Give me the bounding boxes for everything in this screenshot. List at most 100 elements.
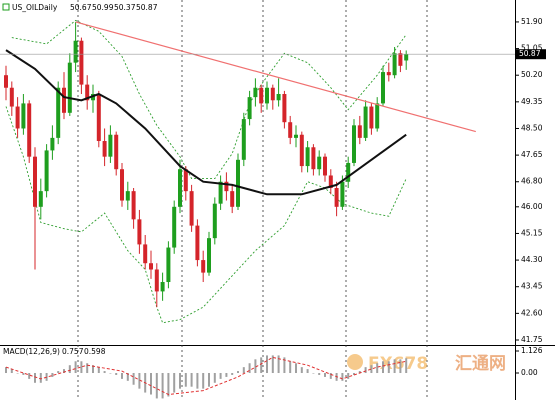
candle-body: [311, 147, 316, 170]
candle-body: [288, 122, 293, 138]
candle-body: [79, 40, 84, 85]
macd-bar: [5, 367, 7, 374]
trendline: [75, 21, 476, 133]
candle-body: [381, 72, 385, 104]
y-tick-label: 49.35: [521, 97, 543, 106]
candle-body: [224, 181, 229, 192]
candle-body: [207, 238, 211, 273]
macd-bar: [109, 373, 112, 374]
candle-body: [56, 87, 61, 138]
macd-bar: [376, 363, 379, 374]
header: US_OILDaily: [2, 3, 58, 12]
candle-body: [149, 263, 153, 270]
candle-body: [212, 203, 217, 239]
header-value: 50.67: [70, 3, 92, 12]
candle-body: [265, 87, 269, 104]
candle-body: [323, 156, 327, 176]
candle-body: [317, 156, 322, 170]
macd-bar: [86, 363, 89, 374]
macd-bar: [34, 373, 36, 383]
candle-body: [299, 134, 304, 167]
macd-bar: [254, 359, 257, 374]
candle-body: [120, 169, 124, 201]
y-tick-label: 41.75: [521, 335, 543, 344]
y-tick-label: 46.00: [521, 202, 543, 211]
candle-body: [50, 137, 55, 151]
candle-body: [352, 125, 356, 163]
candle-body: [195, 225, 200, 261]
candle-body: [38, 191, 43, 207]
macd-bar: [97, 367, 100, 374]
candle-body: [201, 260, 206, 273]
macd-bar: [57, 371, 60, 374]
watermark-name: 汇通网: [455, 354, 506, 374]
candle-body: [9, 87, 14, 107]
header-value: 50.99: [92, 3, 114, 12]
y-tick-label: 45.15: [521, 228, 543, 237]
candle-body: [27, 103, 32, 157]
watermark-logo: [347, 354, 363, 370]
last-price-box: [516, 49, 546, 60]
candle-body: [253, 87, 258, 98]
candle-body: [294, 134, 298, 138]
candle-body: [340, 181, 345, 207]
macd-bar: [150, 373, 152, 395]
candle-body: [236, 159, 240, 207]
macd-bar: [190, 373, 193, 387]
macd-bar: [63, 369, 65, 374]
moving-average: [5, 49, 407, 196]
macd-bar: [74, 361, 77, 374]
macd-bar: [393, 359, 396, 374]
candle-body: [108, 134, 113, 157]
candle-body: [166, 247, 171, 283]
candle-body: [386, 72, 391, 76]
last-price-label: 50.87: [519, 49, 541, 58]
macd-bar: [51, 373, 54, 377]
macd-bar: [92, 365, 94, 374]
macd-bar: [213, 373, 216, 383]
macd-bar: [231, 373, 234, 375]
macd-bar: [266, 355, 268, 374]
macd-y-tick-label: 1.126: [521, 346, 543, 355]
candle-body: [21, 103, 26, 129]
macd-reading: 0.757: [62, 347, 84, 356]
macd-bar: [167, 373, 170, 397]
macd-bar: [353, 373, 355, 375]
y-tick-label: 47.65: [521, 150, 543, 159]
candle-body: [375, 103, 380, 129]
macd-bar: [358, 371, 361, 374]
macd-bar: [271, 355, 274, 374]
macd-bar: [28, 373, 31, 379]
macd-bar: [347, 373, 350, 379]
macd-bar: [39, 373, 42, 383]
candle-body: [346, 162, 351, 182]
macd-bar: [364, 367, 367, 374]
macd-bar: [324, 373, 326, 377]
macd-bar: [260, 357, 263, 374]
macd-bar: [179, 373, 181, 389]
candle-body: [44, 150, 49, 192]
macd-bar: [341, 373, 344, 381]
macd-bar: [370, 365, 373, 374]
macd-signal: [5, 356, 407, 396]
candle-body: [259, 87, 264, 104]
candle-body: [131, 191, 136, 220]
candle-body: [73, 40, 78, 63]
candle-body: [392, 53, 397, 76]
y-tick-label: 51.05: [521, 44, 543, 53]
candle-body: [404, 54, 409, 61]
candle-body: [189, 191, 194, 226]
candle-body: [160, 282, 165, 292]
y-tick-label: 50.20: [521, 70, 543, 79]
y-tick-label: 44.30: [521, 255, 543, 264]
macd-bar: [173, 373, 176, 393]
candle-body: [114, 134, 119, 170]
candle-body: [4, 75, 8, 88]
macd-bar: [16, 373, 19, 374]
macd-bar: [138, 373, 141, 389]
symbol: US_OILDaily: [12, 3, 58, 12]
candle-body: [85, 84, 90, 101]
macd-bar: [10, 369, 13, 374]
